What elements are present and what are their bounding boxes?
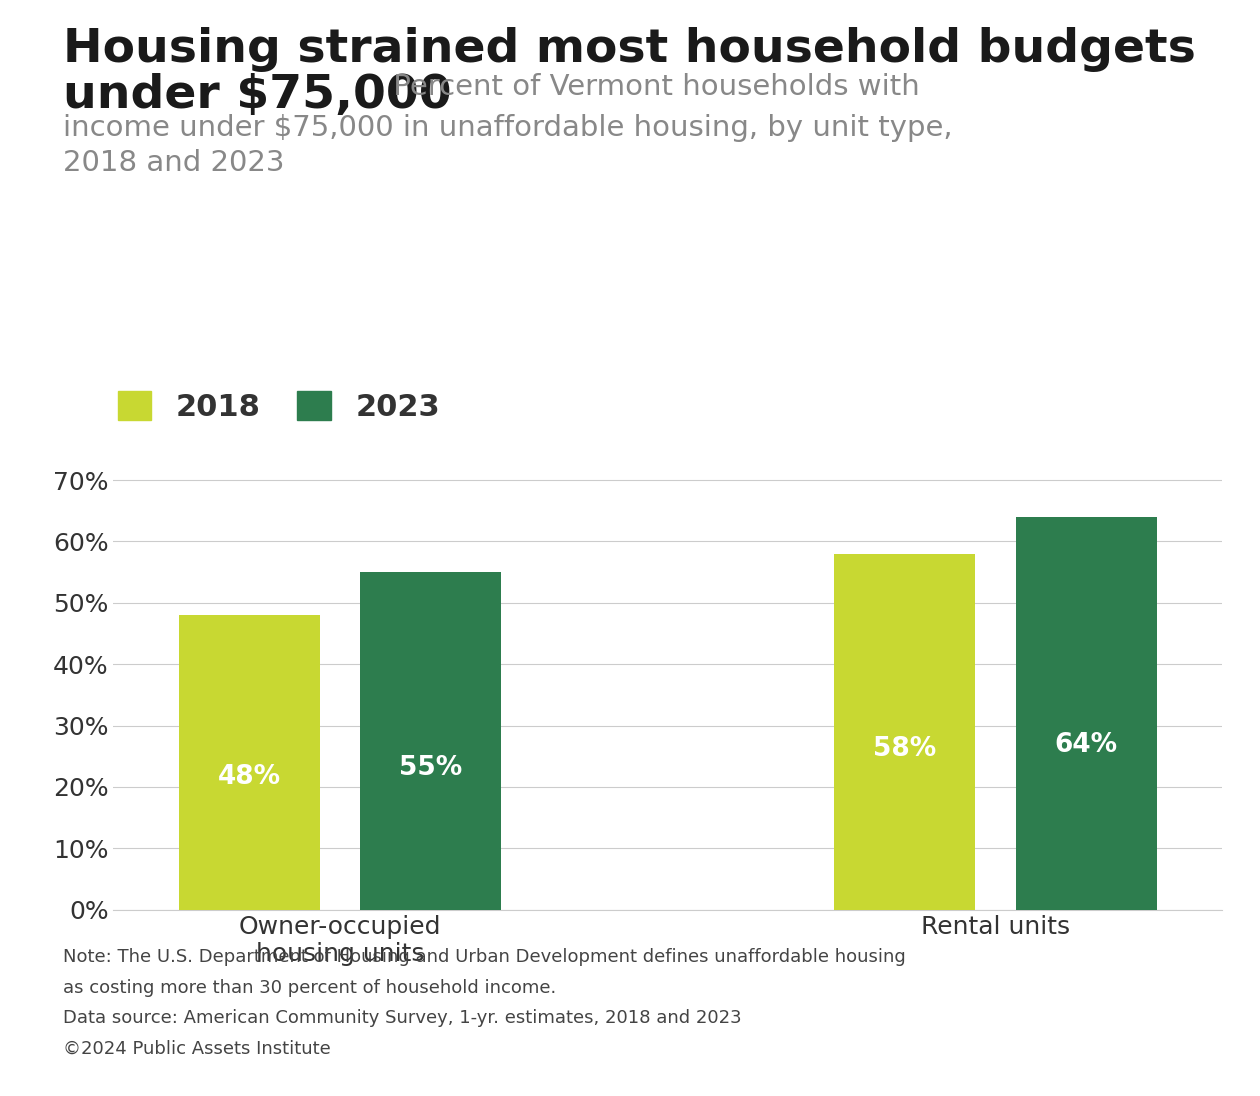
Bar	[834, 553, 975, 910]
Bar	[179, 615, 320, 910]
Text: 55%: 55%	[399, 755, 462, 781]
Text: as costing more than 30 percent of household income.: as costing more than 30 percent of house…	[63, 979, 556, 996]
Text: ©2024 Public Assets Institute: ©2024 Public Assets Institute	[63, 1040, 330, 1058]
Text: 48%: 48%	[218, 764, 281, 790]
Legend: 2018, 2023: 2018, 2023	[117, 391, 440, 422]
Text: Note: The U.S. Department of Housing and Urban Development defines unaffordable : Note: The U.S. Department of Housing and…	[63, 948, 906, 966]
Text: Housing strained most household budgets: Housing strained most household budgets	[63, 27, 1196, 72]
Bar	[360, 572, 501, 910]
Bar	[1016, 517, 1157, 910]
Text: 64%: 64%	[1055, 732, 1118, 757]
Text: Percent of Vermont households with: Percent of Vermont households with	[384, 73, 920, 102]
Text: 2018 and 2023: 2018 and 2023	[63, 149, 285, 178]
Text: Data source: American Community Survey, 1-yr. estimates, 2018 and 2023: Data source: American Community Survey, …	[63, 1009, 742, 1027]
Text: under $75,000: under $75,000	[63, 73, 451, 118]
Text: 58%: 58%	[873, 737, 936, 763]
Text: income under $75,000 in unaffordable housing, by unit type,: income under $75,000 in unaffordable hou…	[63, 114, 953, 142]
